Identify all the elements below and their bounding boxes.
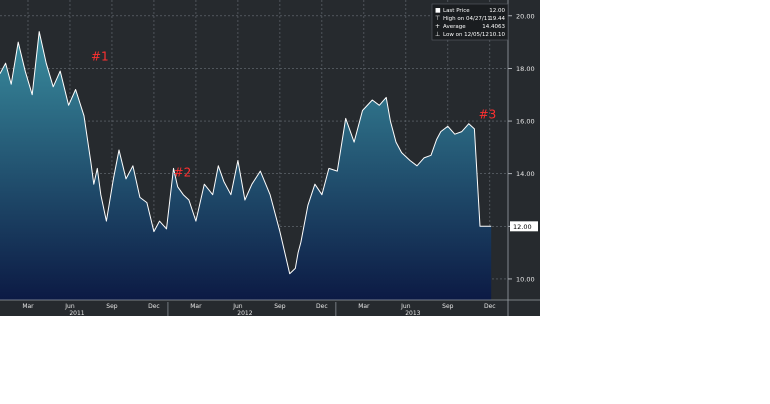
y-tick-label: 20.00: [516, 12, 535, 20]
legend-marker-icon: ⊥: [435, 31, 440, 38]
x-tick-label: Jun: [400, 303, 411, 310]
y-tick-label: 18.00: [516, 65, 535, 73]
x-tick-label: Dec: [316, 303, 328, 310]
price-area-fill: [0, 31, 492, 300]
x-tick-label: Dec: [148, 303, 160, 310]
legend-entry-label: High on 04/27/11: [443, 16, 491, 22]
x-tick-label: Sep: [274, 303, 286, 310]
x-tick-label: Dec: [484, 303, 496, 310]
y-tick-label: 14.00: [516, 170, 535, 178]
annotation-label: #3: [479, 107, 497, 121]
legend-entry-value: 12.00: [489, 8, 505, 14]
x-year-label: 2013: [405, 310, 420, 317]
legend-entry-value: 10.10: [489, 32, 505, 38]
axes: 10.00 12.00 14.00 16.00 18.00 20.00 Mar Jun Sep D…: [0, 0, 540, 317]
legend-entry-label: Last Price: [443, 8, 470, 14]
x-tick-label: Sep: [106, 303, 118, 310]
last-price-label: 12.00: [513, 223, 532, 231]
x-year-label: 2012: [237, 310, 252, 317]
x-tick-label: Mar: [358, 303, 370, 310]
legend-box: [431, 3, 509, 41]
x-tick-label: Sep: [442, 303, 454, 310]
legend-marker-icon: +: [435, 23, 440, 30]
legend-marker-icon: ⊤: [435, 15, 440, 22]
x-tick-label: Jun: [232, 303, 243, 310]
x-tick-label: Jun: [64, 303, 75, 310]
legend-entry-label: Average: [443, 24, 466, 30]
x-year-label: 2011: [69, 310, 84, 317]
price-line: [0, 31, 492, 275]
x-tick-label: Mar: [22, 303, 34, 310]
price-area: [0, 31, 492, 300]
last-price-marker: [510, 221, 538, 232]
annotation-label: #1: [91, 50, 109, 64]
annotation-label: #2: [174, 165, 192, 179]
y-tick-label: 16.00: [516, 118, 535, 126]
legend-entry-value: 14.4063: [482, 24, 505, 30]
legend-marker-icon: ■: [435, 7, 441, 14]
annotations: #1 #2 #3: [91, 50, 496, 180]
legend-entry-label: Low on 12/05/12: [443, 32, 489, 38]
y-tick-label: 10.00: [516, 275, 535, 283]
legend-entry-value: 19.44: [489, 16, 505, 22]
x-tick-label: Mar: [190, 303, 202, 310]
